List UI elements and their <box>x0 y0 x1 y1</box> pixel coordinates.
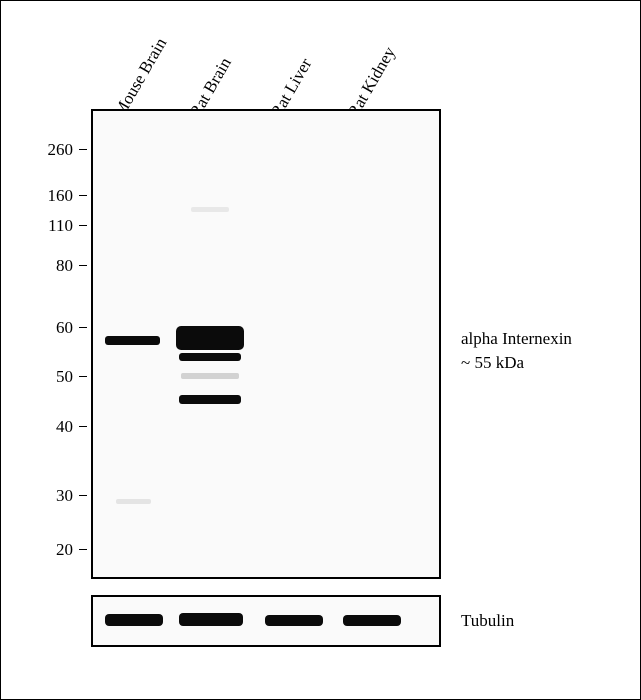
mw-tick-260 <box>79 149 87 150</box>
mw-tick-30 <box>79 495 87 496</box>
western-blot-figure: Mouse Brain Rat Brain Rat Liver Rat Kidn… <box>0 0 641 700</box>
annotation-text: alpha Internexin <box>461 329 572 348</box>
mw-label-80: 80 <box>31 256 73 276</box>
mw-label-30: 30 <box>31 486 73 506</box>
band-tubulin-lane1 <box>105 614 163 626</box>
annotation-alpha-internexin-line2: ~ 55 kDa <box>461 353 524 373</box>
mw-label-260: 260 <box>31 140 73 160</box>
mw-tick-40 <box>79 426 87 427</box>
mw-value: 160 <box>48 186 74 205</box>
annotation-tubulin: Tubulin <box>461 611 514 631</box>
band-mouse-27-faint <box>116 499 151 504</box>
mw-value: 40 <box>56 417 73 436</box>
mw-tick-60 <box>79 327 87 328</box>
annotation-text: Tubulin <box>461 611 514 630</box>
band-rat-brain-main <box>176 326 244 350</box>
mw-value: 20 <box>56 540 73 559</box>
mw-value: 260 <box>48 140 74 159</box>
band-rat-brain-highmw-faint <box>191 207 229 212</box>
mw-tick-50 <box>79 376 87 377</box>
mw-label-160: 160 <box>31 186 73 206</box>
mw-tick-20 <box>79 549 87 550</box>
mw-label-110: 110 <box>31 216 73 236</box>
mw-label-40: 40 <box>31 417 73 437</box>
annotation-alpha-internexin-line1: alpha Internexin <box>461 329 572 349</box>
mw-label-60: 60 <box>31 318 73 338</box>
lane-label-text: Mouse Brain <box>110 35 171 121</box>
band-rat-brain-sub1 <box>179 353 241 361</box>
mw-label-50: 50 <box>31 367 73 387</box>
mw-value: 80 <box>56 256 73 275</box>
band-tubulin-lane2 <box>179 613 243 626</box>
band-tubulin-lane3 <box>265 615 323 626</box>
mw-value: 50 <box>56 367 73 386</box>
band-rat-brain-50-faint <box>181 373 239 379</box>
mw-label-20: 20 <box>31 540 73 560</box>
mw-tick-80 <box>79 265 87 266</box>
mw-value: 110 <box>48 216 73 235</box>
band-mouse-55 <box>105 336 160 345</box>
mw-value: 30 <box>56 486 73 505</box>
band-tubulin-lane4 <box>343 615 401 626</box>
band-rat-brain-46 <box>179 395 241 404</box>
mw-tick-160 <box>79 195 87 196</box>
mw-value: 60 <box>56 318 73 337</box>
mw-tick-110 <box>79 225 87 226</box>
annotation-text: ~ 55 kDa <box>461 353 524 372</box>
